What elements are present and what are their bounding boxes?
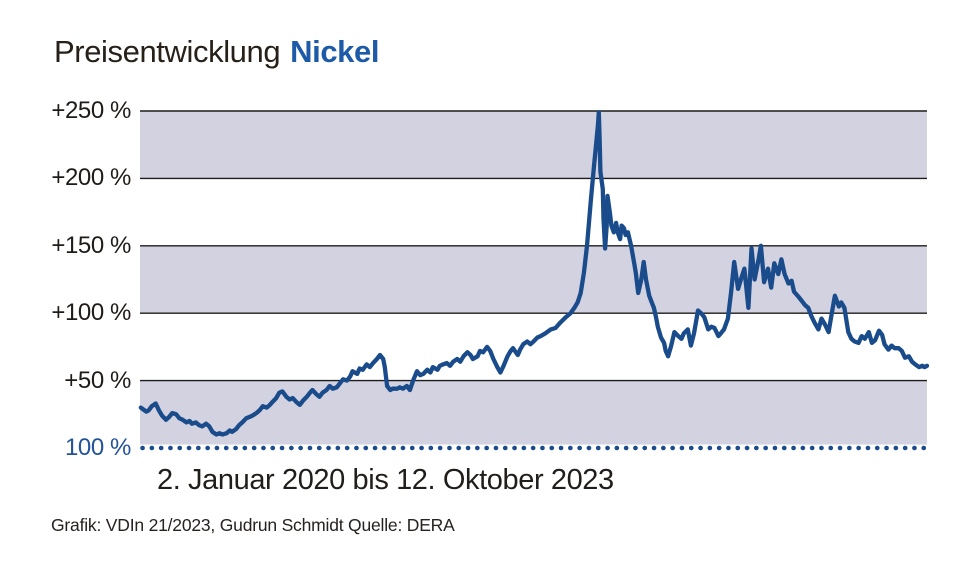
plot-band: [140, 111, 927, 179]
chart-title-prefix: Preisentwicklung: [54, 34, 281, 69]
y-axis-baseline-label: 100 %: [64, 434, 131, 461]
plot-band: [140, 245, 927, 314]
plot-band: [140, 380, 927, 445]
y-axis-tick-label: +100 %: [51, 299, 131, 327]
y-axis-tick-label: +250 %: [51, 97, 131, 124]
chart-title-commodity: Nickel: [290, 34, 380, 69]
chart-plot-area: [138, 110, 930, 453]
price-line: [138, 110, 930, 437]
y-axis-tick-label: +150 %: [51, 231, 131, 259]
x-axis-caption: 2. Januar 2020 bis 12. Oktober 2023: [157, 464, 614, 496]
y-axis: +250 % +200 % +150 % +100 % +50 % 100 %: [0, 0, 131, 562]
chart-title: Preisentwicklung Nickel: [54, 34, 379, 70]
y-axis-tick-label: +50 %: [64, 366, 131, 394]
y-axis-tick-label: +200 %: [51, 164, 131, 192]
price-chart-svg: [138, 110, 930, 451]
credit-line: Grafik: VDIn 21/2023, Gudrun Schmidt Que…: [51, 515, 455, 535]
